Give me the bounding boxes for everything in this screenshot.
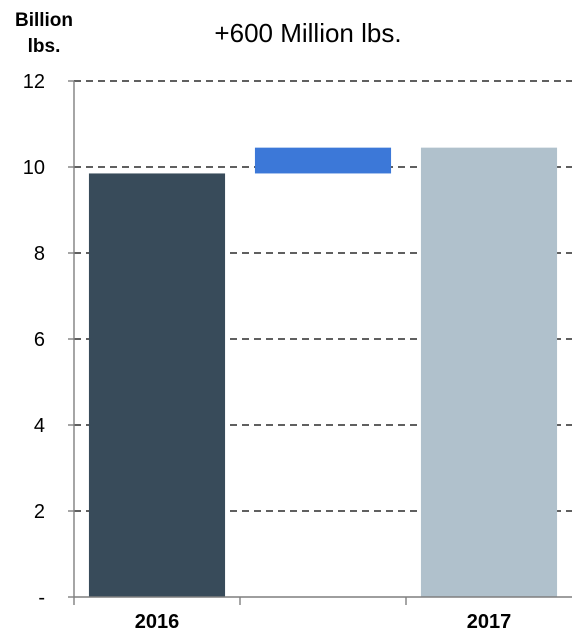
y-tick-label-2: 2 [34, 501, 45, 523]
bars [88, 147, 558, 597]
y-tick-label-0: - [38, 587, 45, 609]
axes [68, 80, 572, 605]
y-tick-label-6: 6 [34, 329, 45, 351]
y-tick-label-8: 8 [34, 243, 45, 265]
y-axis-label-line-2: lbs. [28, 36, 61, 57]
y-tick-label-4: 4 [34, 415, 45, 437]
y-axis-label-line-1: Billion [15, 10, 73, 31]
x-tick-label-2016: 2016 [135, 611, 180, 633]
bar-2016 [88, 173, 226, 597]
tick-labels: - 2 4 6 8 10 12 2016 2017 [23, 71, 512, 633]
chart-title: +600 Million lbs. [214, 18, 401, 48]
x-tick-label-2017: 2017 [467, 611, 512, 633]
bar-2017 [420, 147, 558, 597]
bar-change [254, 147, 392, 174]
y-tick-label-12: 12 [23, 71, 45, 93]
y-tick-label-10: 10 [23, 157, 45, 179]
